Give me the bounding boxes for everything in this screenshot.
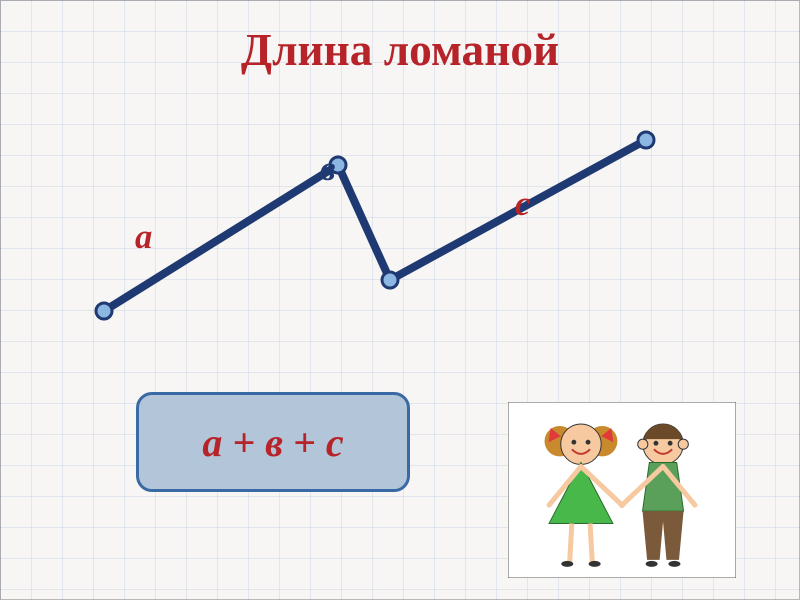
children-illustration [508, 402, 736, 578]
page-title: Длина ломаной [0, 24, 800, 76]
formula-text: а + в + с [202, 419, 343, 466]
title-word-2: ломаной [384, 25, 559, 75]
segment-label-b: в [320, 150, 335, 189]
title-word-1: Длина [241, 25, 373, 75]
segment-label-c: с [515, 185, 530, 224]
segment-label-a: а [135, 218, 152, 257]
formula-box: а + в + с [136, 392, 410, 492]
